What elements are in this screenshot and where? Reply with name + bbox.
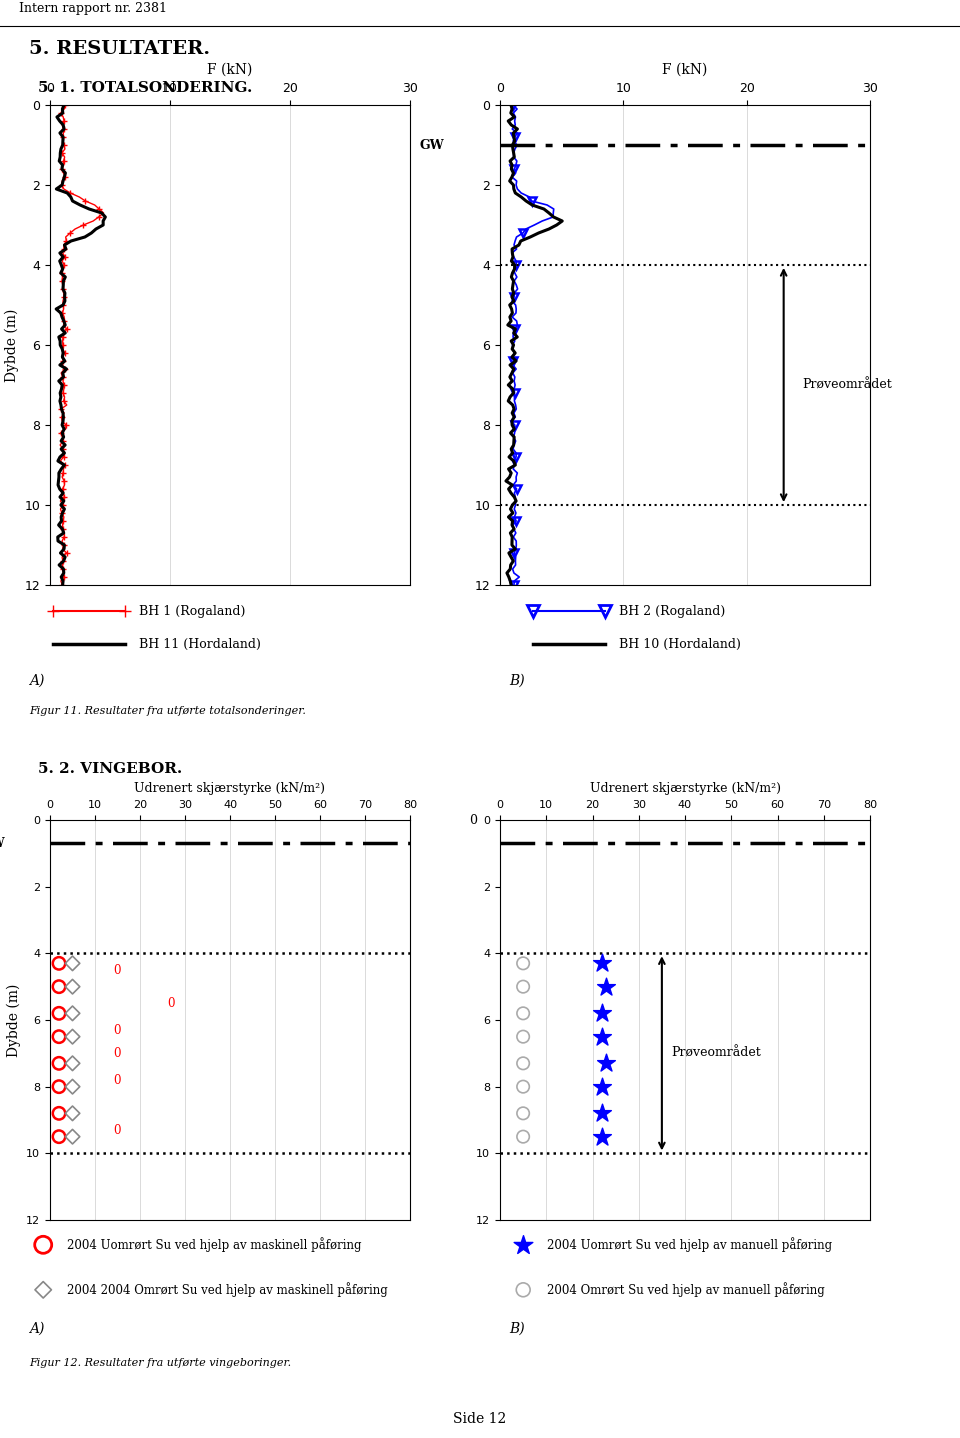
Text: A): A) — [29, 674, 44, 687]
Text: Prøveområdet: Prøveområdet — [803, 378, 892, 391]
Point — [51, 1125, 66, 1148]
Point — [65, 1051, 81, 1074]
Point — [51, 975, 66, 998]
Point — [51, 1102, 66, 1125]
Point — [36, 1278, 51, 1301]
Y-axis label: Dybde (m): Dybde (m) — [5, 308, 19, 381]
Point — [516, 1076, 531, 1099]
Point — [516, 952, 531, 975]
Text: 0: 0 — [113, 1074, 121, 1087]
Point — [51, 1051, 66, 1074]
X-axis label: F (kN): F (kN) — [662, 63, 708, 78]
Point — [65, 1025, 81, 1048]
Text: 5. 1. TOTALSONDERING.: 5. 1. TOTALSONDERING. — [38, 81, 252, 95]
Text: Figur 11. Resultater fra utførte totalsonderinger.: Figur 11. Resultater fra utførte totalso… — [29, 706, 305, 716]
Text: 0: 0 — [113, 1123, 121, 1136]
Text: Side 12: Side 12 — [453, 1412, 507, 1426]
Text: 2004 2004 Omrørt Su ved hjelp av maskinell påføring: 2004 2004 Omrørt Su ved hjelp av maskine… — [67, 1283, 388, 1297]
Point — [65, 1125, 81, 1148]
Point — [65, 1102, 81, 1125]
Text: Intern rapport nr. 2381: Intern rapport nr. 2381 — [19, 1, 167, 14]
Text: GW: GW — [0, 837, 5, 850]
Text: BH 2 (Rogaland): BH 2 (Rogaland) — [619, 604, 726, 617]
Text: 0: 0 — [113, 963, 121, 976]
Point — [65, 975, 81, 998]
Point — [516, 1025, 531, 1048]
Point — [594, 1102, 610, 1125]
Text: B): B) — [509, 674, 524, 687]
X-axis label: F (kN): F (kN) — [207, 63, 252, 78]
Point — [65, 952, 81, 975]
Point — [594, 952, 610, 975]
Text: BH 10 (Hordaland): BH 10 (Hordaland) — [619, 637, 741, 650]
Text: BH 11 (Hordaland): BH 11 (Hordaland) — [139, 637, 261, 650]
Text: 0: 0 — [113, 1024, 121, 1037]
Point — [516, 1051, 531, 1074]
Point — [516, 1102, 531, 1125]
Text: 0: 0 — [168, 997, 176, 1009]
Point — [594, 1025, 610, 1048]
Text: Prøveområdet: Prøveområdet — [671, 1047, 761, 1060]
Point — [594, 1002, 610, 1025]
Point — [599, 975, 614, 998]
Text: 0: 0 — [468, 814, 477, 827]
Point — [516, 975, 531, 998]
Text: 2004 Omrørt Su ved hjelp av manuell påføring: 2004 Omrørt Su ved hjelp av manuell påfø… — [547, 1283, 825, 1297]
Text: BH 1 (Rogaland): BH 1 (Rogaland) — [139, 604, 246, 617]
X-axis label: Udrenert skjærstyrke (kN/m²): Udrenert skjærstyrke (kN/m²) — [134, 782, 325, 795]
Point — [594, 1125, 610, 1148]
Point — [36, 1234, 51, 1257]
Text: 2004 Uomrørt Su ved hjelp av manuell påføring: 2004 Uomrørt Su ved hjelp av manuell påf… — [547, 1237, 832, 1252]
Point — [65, 1076, 81, 1099]
Text: A): A) — [29, 1322, 44, 1336]
Y-axis label: Dybde (m): Dybde (m) — [6, 984, 20, 1057]
Point — [65, 1002, 81, 1025]
Text: Figur 12. Resultater fra utførte vingeboringer.: Figur 12. Resultater fra utførte vingebo… — [29, 1359, 291, 1369]
Text: 5. 2. VINGEBOR.: 5. 2. VINGEBOR. — [38, 762, 182, 777]
Point — [516, 1234, 531, 1257]
Point — [51, 1002, 66, 1025]
Point — [594, 1076, 610, 1099]
Text: 0: 0 — [113, 1047, 121, 1060]
Text: GW: GW — [420, 138, 444, 151]
Point — [599, 1051, 614, 1074]
Point — [516, 1125, 531, 1148]
Point — [51, 1076, 66, 1099]
Point — [516, 1278, 531, 1301]
X-axis label: Udrenert skjærstyrke (kN/m²): Udrenert skjærstyrke (kN/m²) — [589, 782, 780, 795]
Point — [51, 1025, 66, 1048]
Text: 5. RESULTATER.: 5. RESULTATER. — [29, 40, 210, 58]
Text: B): B) — [509, 1322, 524, 1336]
Text: 2004 Uomrørt Su ved hjelp av maskinell påføring: 2004 Uomrørt Su ved hjelp av maskinell p… — [67, 1237, 362, 1252]
Point — [516, 1002, 531, 1025]
Point — [51, 952, 66, 975]
